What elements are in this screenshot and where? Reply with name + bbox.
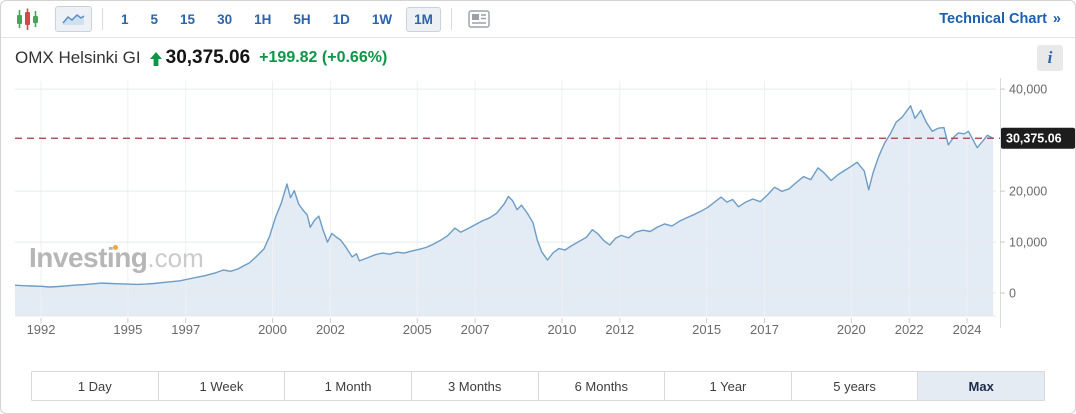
candlestick-chart-icon [17,8,38,30]
x-axis-label: 2002 [316,322,345,337]
timeframe-1m[interactable]: 1M [406,6,441,32]
x-axis-label: 1995 [113,322,142,337]
timeframe-1w[interactable]: 1W [364,7,400,32]
news-panel-icon [468,10,490,28]
y-axis-label: 0 [1009,287,1016,301]
x-axis-label: 2012 [605,322,634,337]
y-axis-label: 10,000 [1009,236,1047,250]
technical-chart-label: Technical Chart [939,11,1047,27]
x-axis-label: 2005 [403,322,432,337]
price-chart-canvas[interactable]: 0 10,000 20,000 40,000 1992 1995 1997 2000 2002 2… [1,76,1075,341]
range-5-years[interactable]: 5 years [790,372,918,400]
last-price-label-box [1001,127,1075,149]
range-1-day[interactable]: 1 Day [32,372,158,400]
price-chart[interactable]: 0 10,000 20,000 40,000 1992 1995 1997 2000 2002 2… [1,76,1075,341]
last-price-label: 30,375.06 [1006,132,1062,146]
x-axis-label: 2015 [692,322,721,337]
toolbar-divider [102,8,103,30]
timeframe-15[interactable]: 15 [172,7,203,32]
timeframe-1[interactable]: 1 [113,7,137,32]
range-6-months[interactable]: 6 Months [537,372,665,400]
timeframe-5[interactable]: 5 [143,7,167,32]
x-axis-label: 2010 [547,322,576,337]
timeframe-30[interactable]: 30 [209,7,240,32]
range-1-week[interactable]: 1 Week [157,372,285,400]
x-axis-label: 2020 [837,322,866,337]
y-axis-label: 40,000 [1009,83,1047,97]
range-1-year[interactable]: 1 Year [664,372,791,400]
x-axis-label: 2022 [895,322,924,337]
up-arrow-icon [149,52,162,66]
technical-chart-link[interactable]: Technical Chart » [939,11,1061,27]
range-3-months[interactable]: 3 Months [410,372,538,400]
price-series-line [14,105,994,288]
area-chart-icon [62,14,85,25]
candlestick-chart-button[interactable] [9,3,45,35]
x-axis-label: 1997 [171,322,200,337]
instrument-header: OMX Helsinki GI 30,375.06 +199.82 (+0.66… [1,38,1075,76]
x-axis-label: 1992 [27,322,56,337]
info-button[interactable]: i [1037,45,1063,71]
timeframe-1d[interactable]: 1D [325,7,358,32]
toolbar-divider [450,8,452,30]
news-panel-button[interactable] [462,5,496,33]
price-change: +199.82 (+0.66%) [259,49,388,66]
timeframe-1h[interactable]: 1H [246,7,279,32]
chart-toolbar: 1 5 15 30 1H 5H 1D 1W 1M Technical Chart » [1,1,1075,38]
instrument-name: OMX Helsinki GI [15,48,141,67]
y-axis-label: 20,000 [1009,185,1047,199]
last-price: 30,375.06 [165,47,251,68]
chevron-right-icon: » [1052,11,1061,27]
x-axis-label: 2007 [461,322,490,337]
x-axis-label: 2017 [750,322,779,337]
area-fill [15,105,994,316]
timeframe-5h[interactable]: 5H [285,7,318,32]
area-chart-button[interactable] [55,6,92,32]
range-1-month[interactable]: 1 Month [284,372,411,400]
x-axis-label: 2024 [953,322,982,337]
timeframe-group: 1 5 15 30 1H 5H 1D 1W 1M [113,6,441,32]
range-max[interactable]: Max [917,372,1044,400]
range-button-bar: 1 Day 1 Week 1 Month 3 Months 6 Months 1 Year… [31,371,1045,401]
x-axis-label: 2000 [258,322,287,337]
